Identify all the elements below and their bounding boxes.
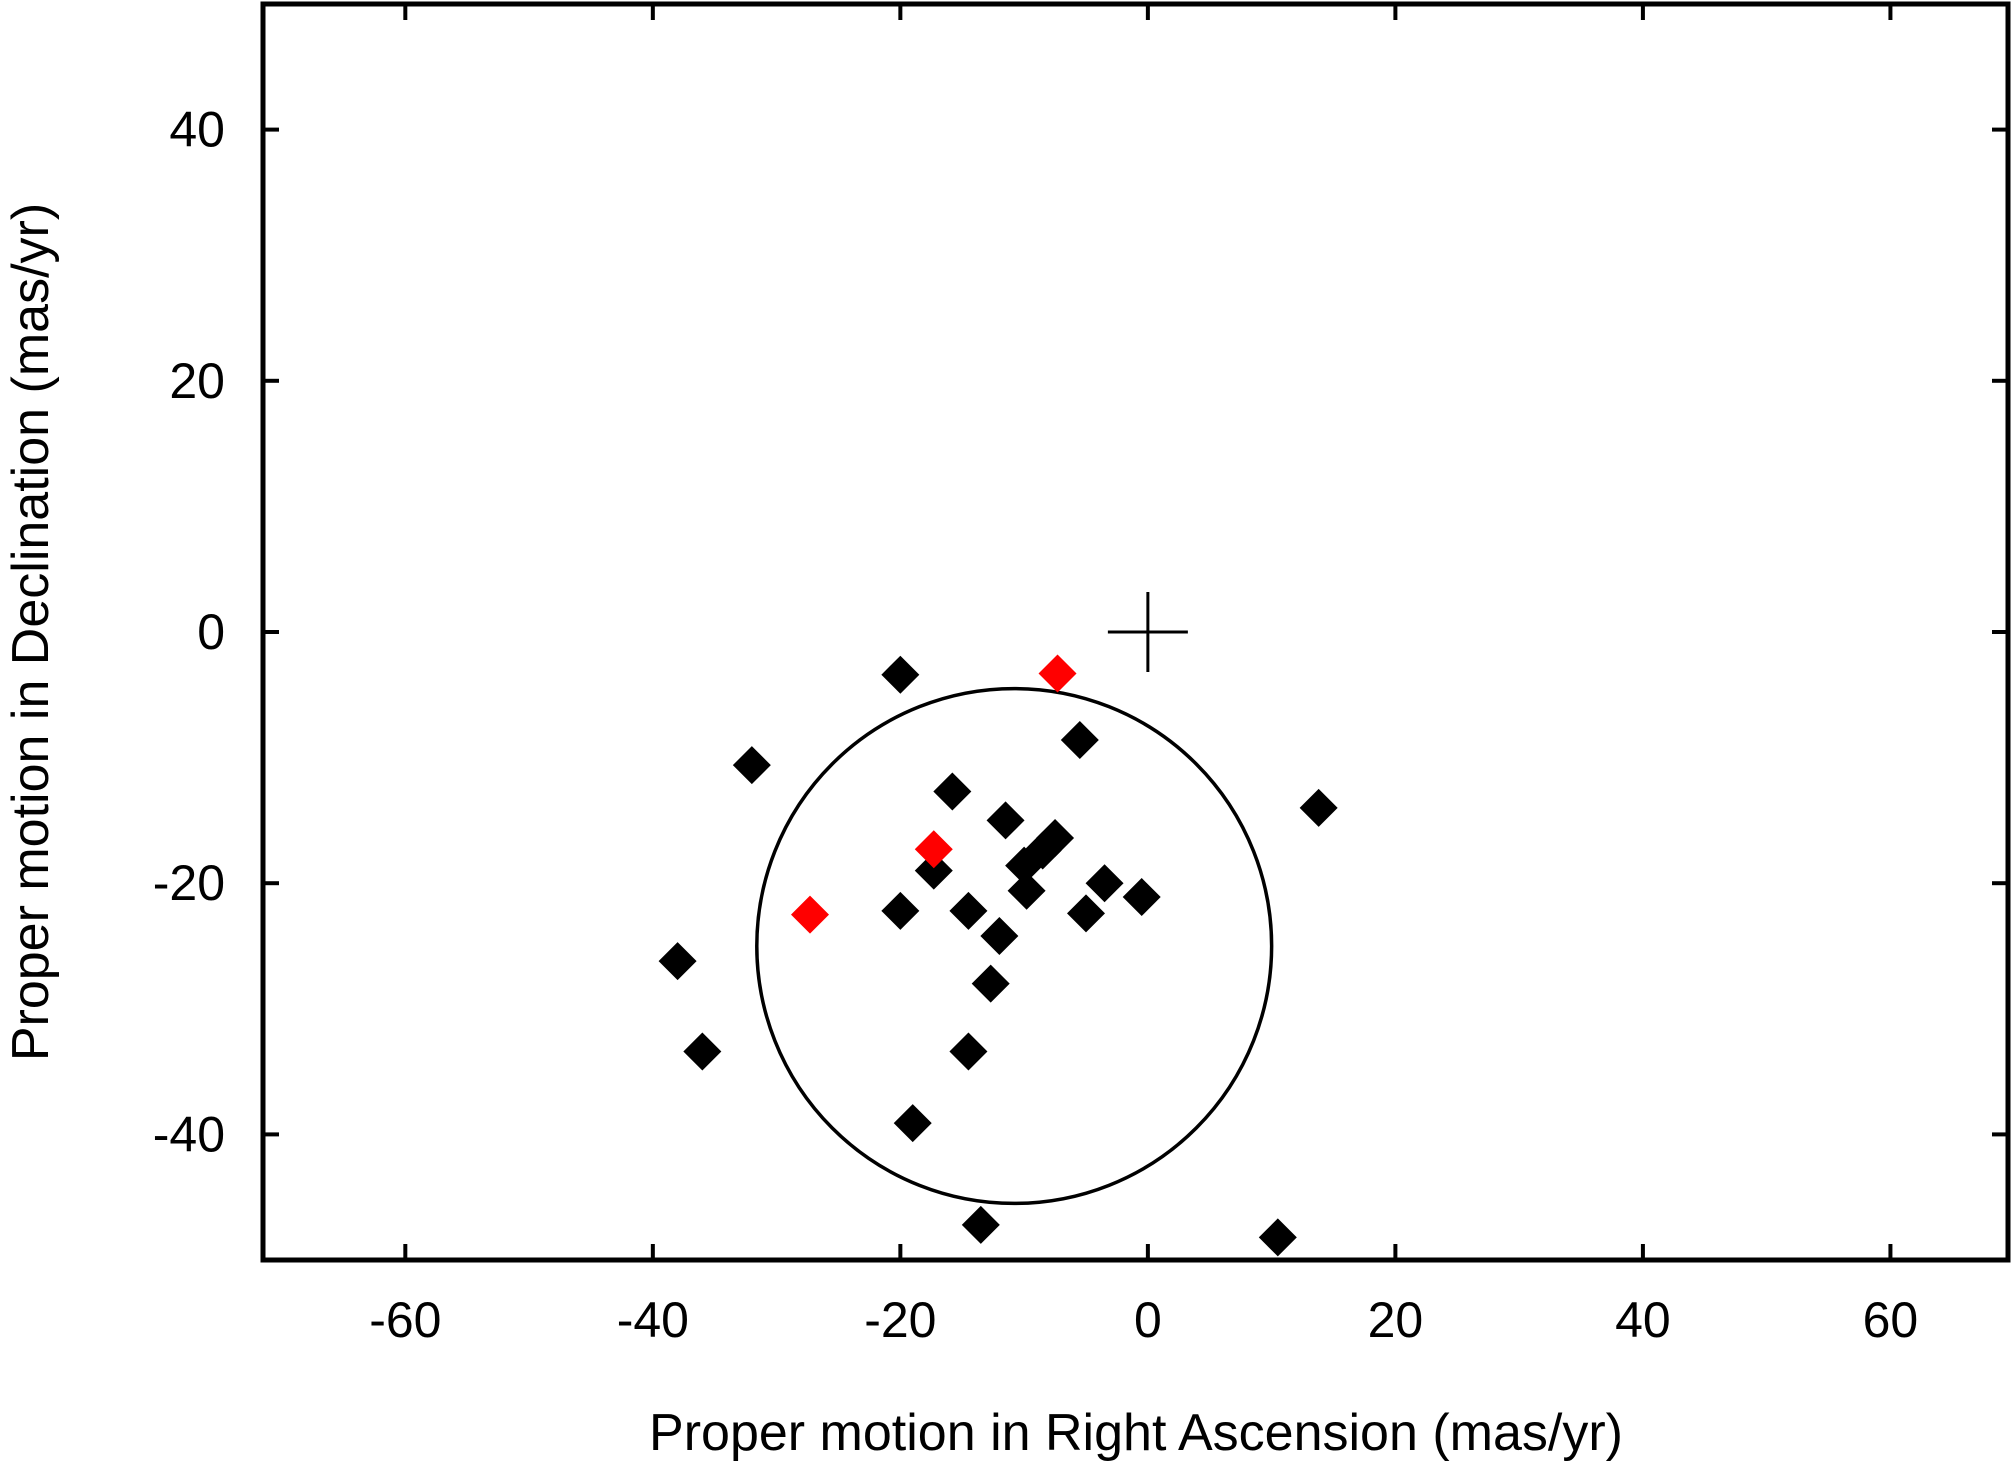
data-point-black [1066, 894, 1105, 933]
data-point-black [961, 1205, 1000, 1244]
data-point-black [949, 1032, 988, 1071]
data-point-black [1122, 878, 1161, 917]
y-axis-label: Proper motion in Declination (mas/yr) [2, 203, 60, 1061]
y-tick-label: 20 [169, 353, 225, 409]
data-point-black [881, 655, 920, 694]
x-tick-label: -60 [369, 1292, 441, 1348]
data-point-black [1005, 846, 1044, 885]
data-points [658, 654, 1338, 1257]
data-point-black [1060, 721, 1099, 760]
data-point-red [791, 895, 830, 934]
data-point-black [986, 801, 1025, 840]
data-point-black [914, 851, 953, 890]
x-tick-label: 60 [1863, 1292, 1919, 1348]
data-point-black [1299, 788, 1338, 827]
data-point-black [1258, 1218, 1297, 1257]
data-point-black [881, 891, 920, 930]
data-point-black [949, 891, 988, 930]
data-point-red [914, 830, 953, 869]
axis-ticks [263, 4, 2008, 1260]
data-point-black [658, 942, 697, 981]
y-tick-label: -40 [153, 1106, 225, 1162]
data-point-black [893, 1104, 932, 1143]
data-point-black [732, 746, 771, 785]
x-tick-label: 20 [1368, 1292, 1424, 1348]
data-point-black [683, 1032, 722, 1071]
data-point-black [980, 916, 1019, 955]
x-tick-label: -20 [864, 1292, 936, 1348]
data-point-black [1007, 871, 1046, 910]
y-tick-label: -20 [153, 855, 225, 911]
x-axis-label: Proper motion in Right Ascension (mas/yr… [649, 1404, 1623, 1462]
tick-labels: -60 -40 -20 0 20 40 60 -40 -20 0 20 40 [153, 102, 1919, 1348]
x-tick-label: -40 [617, 1292, 689, 1348]
x-tick-label: 40 [1615, 1292, 1671, 1348]
x-tick-label: 0 [1134, 1292, 1162, 1348]
data-point-black [1085, 864, 1124, 903]
data-point-black [933, 772, 972, 811]
data-point-red [1038, 654, 1077, 693]
y-tick-label: 0 [197, 604, 225, 660]
reference-layer [1107, 592, 1188, 672]
y-tick-label: 40 [169, 102, 225, 158]
circle-layer [755, 686, 1274, 1206]
selection-circle [755, 686, 1274, 1206]
data-point-black [971, 964, 1010, 1003]
